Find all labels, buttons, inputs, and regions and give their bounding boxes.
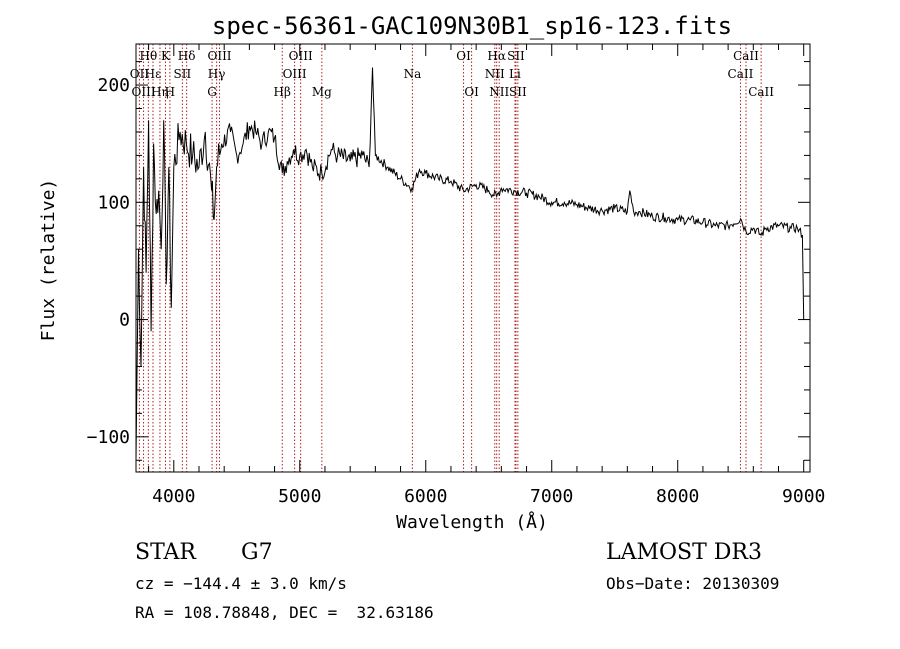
marker-label: Hγ: [208, 67, 226, 81]
marker-label: OIII: [289, 49, 313, 63]
marker-label: NII: [485, 67, 505, 81]
marker-label: Hβ: [274, 85, 291, 99]
x-tick-label: 7000: [530, 486, 573, 507]
spectrum-line: [135, 67, 805, 461]
x-tick-label: 5000: [278, 486, 321, 507]
y-tick-label: 100: [97, 192, 130, 213]
redshift-readout: cz = −144.4 ± 3.0 km/s: [135, 574, 347, 593]
marker-label: Hη: [151, 85, 169, 99]
marker-label: Li: [509, 67, 521, 81]
marker-label: OII: [130, 67, 150, 81]
marker-label: Hδ: [178, 49, 196, 63]
plot-frame: [135, 43, 811, 473]
marker-label: Na: [404, 67, 422, 81]
x-axis-label: Wavelength (Å): [396, 511, 548, 533]
y-tick-label: 200: [97, 75, 130, 96]
marker-label: OIII: [132, 85, 156, 99]
spectrum-chart: spec-56361-GAC109N30B1_sp16-123.fits Hθ O…: [38, 12, 825, 533]
marker-label: OIII: [283, 67, 307, 81]
marker-label: SII: [507, 49, 525, 63]
y-axis-label: Flux (relative): [38, 179, 59, 342]
marker-label: G: [207, 85, 217, 99]
marker-label: Hα: [487, 49, 506, 63]
marker-label: H: [165, 85, 175, 99]
survey-label: LAMOST DR3: [606, 540, 762, 565]
marker-label: Mg: [312, 85, 332, 99]
y-tick-label: −100: [87, 427, 130, 448]
marker-label: CaII: [728, 67, 754, 81]
marker-lines: [138, 44, 762, 472]
x-tick-label: 9000: [782, 486, 825, 507]
object-subclass: G7: [241, 540, 273, 565]
coordinates-readout: RA = 108.78848, DEC = 32.63186: [135, 603, 434, 622]
marker-label: K: [161, 49, 171, 63]
chart-title: spec-56361-GAC109N30B1_sp16-123.fits: [212, 12, 732, 40]
marker-label: OIII: [207, 49, 231, 63]
marker-label: Hθ: [139, 49, 157, 63]
x-tick-label: 4000: [152, 486, 195, 507]
marker-label: NII: [489, 85, 509, 99]
marker-label: Hε: [145, 67, 162, 81]
marker-label: CaII: [748, 85, 774, 99]
marker-label: SII: [174, 67, 192, 81]
marker-label: OI: [456, 49, 471, 63]
x-axis: 4000 5000 6000 7000 8000 9000: [148, 44, 825, 507]
x-tick-label: 8000: [656, 486, 699, 507]
marker-label: SII: [509, 85, 527, 99]
marker-labels: Hθ OII OIII K Hε HηH SII Hδ OIII Hγ G OIII OIII Hβ Mg N…: [130, 49, 775, 99]
y-tick-label: 0: [119, 310, 130, 331]
observation-date: Obs−Date: 20130309: [606, 574, 780, 593]
marker-label: CaII: [733, 49, 759, 63]
object-class: STAR: [135, 540, 196, 565]
marker-label: OI: [464, 85, 479, 99]
y-axis: −100 0 100 200: [87, 61, 810, 461]
x-tick-label: 6000: [404, 486, 447, 507]
